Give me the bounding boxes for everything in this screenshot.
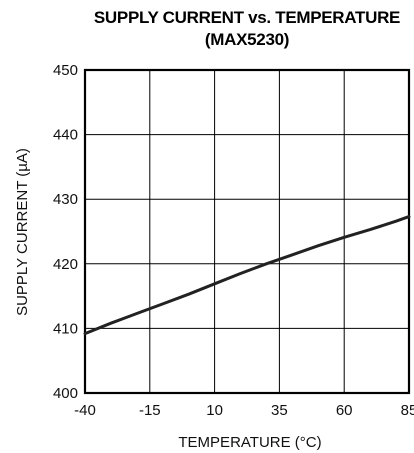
y-tick-labels: 450 440 430 420 410 400: [53, 62, 78, 402]
x-tick-labels: -40 -15 10 35 60 85: [74, 402, 414, 419]
chart-title: SUPPLY CURRENT vs. TEMPERATURE: [93, 8, 401, 27]
x-tick-label-5: 85: [401, 402, 414, 419]
x-tick-label-0: -40: [74, 402, 96, 419]
y-tick-label-2: 430: [53, 191, 78, 208]
x-tick-label-3: 35: [271, 402, 288, 419]
x-tick-label-4: 60: [336, 402, 353, 419]
series-line: [83, 215, 411, 336]
y-axis-label: SUPPLY CURRENT (µA): [14, 148, 31, 316]
x-tick-label-2: 10: [206, 402, 223, 419]
y-tick-label-3: 420: [53, 256, 78, 273]
y-tick-label-4: 410: [53, 320, 78, 337]
chart-subtitle: (MAX5230): [204, 30, 290, 49]
y-tick-label-0: 450: [53, 62, 78, 79]
y-tick-label-5: 400: [53, 385, 78, 402]
plot-frame: [83, 68, 411, 395]
x-tick-label-1: -15: [139, 402, 161, 419]
x-axis-label: TEMPERATURE (°C): [178, 434, 321, 451]
y-tick-label-1: 440: [53, 127, 78, 144]
